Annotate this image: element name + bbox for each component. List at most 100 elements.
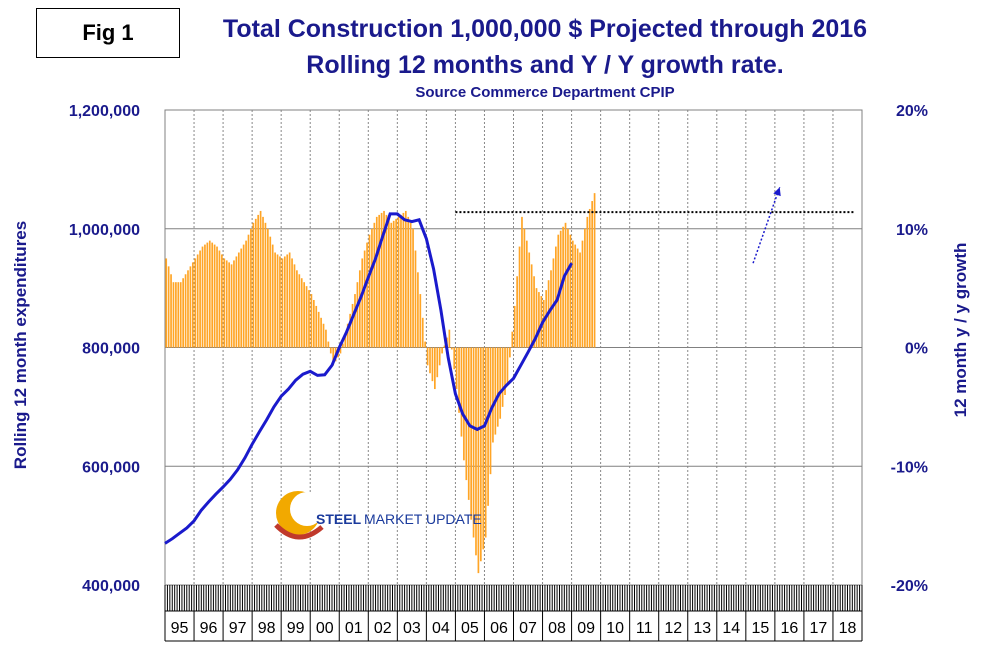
x-tick-label: 03 (403, 620, 421, 637)
bar (421, 317, 424, 348)
bar (395, 218, 397, 348)
bar (310, 294, 313, 348)
bar (211, 242, 214, 348)
chart-title: Total Construction 1,000,000 $ Projected… (223, 15, 867, 43)
bar (189, 266, 192, 348)
x-tick-label: 14 (722, 620, 740, 637)
bar (317, 311, 320, 348)
bar (279, 256, 281, 348)
bar (300, 278, 303, 348)
bar (436, 347, 439, 378)
bar (344, 333, 347, 348)
bar (213, 244, 216, 348)
bar (513, 305, 516, 348)
bar (465, 347, 468, 481)
bar (325, 329, 327, 348)
bar (196, 254, 199, 348)
bar (165, 258, 168, 348)
x-tick-label: 08 (548, 620, 566, 637)
bar (368, 234, 371, 348)
bar-series (165, 193, 596, 574)
x-tick-label: 01 (345, 620, 363, 637)
bar (533, 276, 535, 348)
bar (298, 274, 301, 348)
bar (312, 300, 315, 348)
bar (579, 252, 581, 348)
x-tick-label: 11 (636, 620, 653, 637)
bar (593, 193, 596, 348)
bar (482, 347, 485, 550)
bar (463, 347, 465, 461)
bar (286, 254, 289, 348)
y-tick-left-label: 1,000,000 (69, 222, 140, 239)
bar (555, 246, 557, 348)
bar (191, 262, 194, 348)
y-tick-left-label: 800,000 (82, 341, 140, 358)
bar (259, 210, 262, 348)
bar (320, 317, 322, 348)
bar (538, 292, 540, 348)
line-series (164, 186, 855, 545)
y-tick-right-label: 20% (896, 103, 928, 120)
bar (404, 210, 407, 348)
bar (581, 240, 584, 348)
bar (172, 282, 175, 348)
chart-source: Source Commerce Department CPIP (415, 84, 674, 101)
bar (237, 252, 240, 348)
bar (511, 331, 514, 348)
bar (584, 228, 586, 348)
bar (542, 300, 545, 348)
bar (327, 341, 330, 348)
bar (216, 246, 218, 348)
y-tick-left-label: 600,000 (82, 459, 140, 476)
bar (208, 240, 211, 348)
bar (523, 228, 526, 348)
x-tick-label: 09 (577, 620, 595, 637)
bar (329, 347, 332, 354)
bar (383, 210, 385, 348)
bar (233, 260, 235, 348)
bar (296, 270, 298, 348)
bar (567, 228, 569, 348)
bar (390, 222, 393, 348)
bar (528, 252, 531, 348)
series-line-expenditures (164, 212, 573, 545)
bar (303, 282, 306, 348)
bar (283, 256, 286, 348)
bar (409, 222, 412, 348)
bar (375, 216, 378, 348)
x-tick-label: 00 (316, 620, 334, 637)
y-axis-left-label: Rolling 12 month expenditures (11, 221, 30, 469)
x-tick-label: 17 (810, 620, 828, 637)
bar (499, 347, 502, 419)
bar (569, 234, 572, 348)
projection-line (752, 186, 781, 264)
x-tick-label: 98 (258, 620, 276, 637)
bar (194, 258, 197, 348)
y-tick-left-label: 400,000 (82, 578, 140, 595)
figure-label: Fig 1 (36, 8, 180, 58)
bar (182, 278, 184, 348)
bar (518, 246, 521, 348)
bar (175, 282, 177, 348)
bar (433, 347, 436, 390)
bar (221, 254, 223, 348)
bar (339, 347, 342, 354)
bar (588, 208, 591, 348)
bar (424, 341, 427, 348)
x-tick-label: 12 (664, 620, 682, 637)
bar (267, 228, 269, 348)
bar (450, 347, 453, 350)
bar (250, 228, 252, 348)
bar (477, 347, 480, 574)
logo-text-market-update: MARKET UPDATE (364, 511, 482, 527)
x-tick-label: 10 (606, 620, 624, 637)
x-tick-label: 05 (461, 620, 479, 637)
bar (407, 216, 410, 348)
x-tick-label: 13 (693, 620, 711, 637)
x-tick-label: 06 (490, 620, 508, 637)
bar (472, 347, 475, 538)
bar (470, 347, 472, 520)
bar (504, 347, 506, 395)
